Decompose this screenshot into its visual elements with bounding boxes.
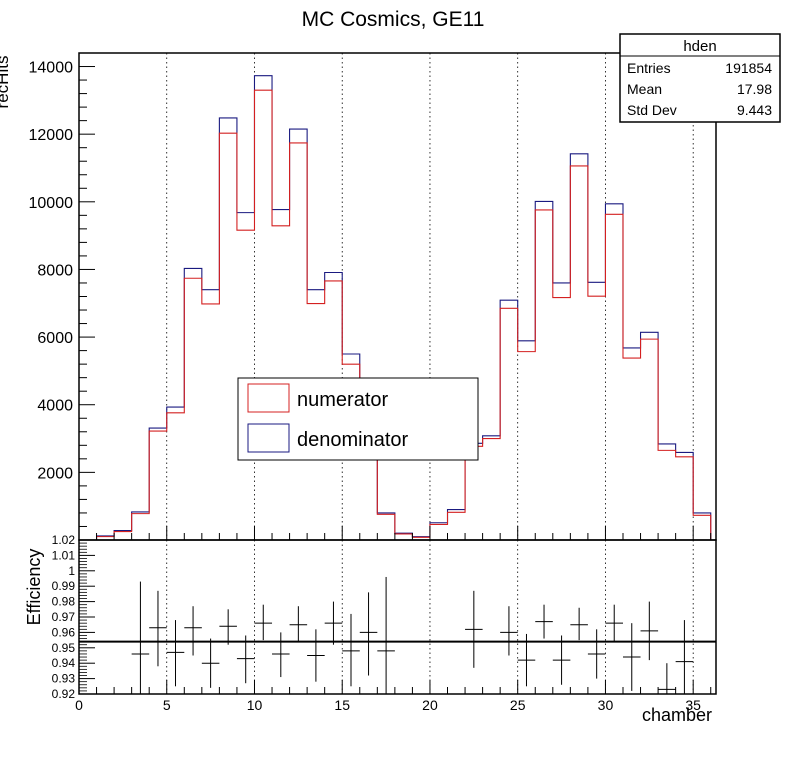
stats-mean-label: Mean xyxy=(627,81,662,97)
bottom-x-tick-label: 20 xyxy=(422,697,438,713)
efficiency-point xyxy=(465,590,483,668)
bottom-y-axis: 0.920.93 0.940.95 0.960.970.98 0.991 1.011.0… xyxy=(52,533,95,701)
efficiency-point xyxy=(272,632,290,678)
chart-title: MC Cosmics, GE11 xyxy=(302,8,485,31)
bottom-y-tick-label: 1.02 xyxy=(52,533,76,547)
legend-label-numerator: numerator xyxy=(297,389,388,411)
legend-swatch-numerator xyxy=(247,383,290,413)
histogram-denominator xyxy=(95,75,712,540)
bottom-y-tick-label: 0.96 xyxy=(52,625,76,639)
efficiency-point xyxy=(149,590,167,667)
top-y-axis: 2000 4000 6000 8000 10000 12000 14000 xyxy=(29,60,712,540)
efficiency-point xyxy=(201,638,220,688)
top-y-tick-label: 8000 xyxy=(37,262,73,279)
top-y-axis-label: recHits xyxy=(0,56,12,109)
efficiency-point xyxy=(166,620,185,687)
bottom-x-tick-label: 10 xyxy=(247,697,263,713)
top-y-tick-label: 12000 xyxy=(29,127,74,144)
efficiency-point xyxy=(342,613,360,687)
stats-title: hden xyxy=(683,38,716,55)
top-y-tick-label: 4000 xyxy=(37,398,73,415)
legend: numerator denominator xyxy=(237,377,479,461)
top-grid xyxy=(166,53,694,540)
bottom-x-axis: 0 5 10 15 20 25 30 35 xyxy=(75,680,712,713)
efficiency-point xyxy=(675,620,694,694)
stats-mean-value: 17.98 xyxy=(737,81,772,97)
bottom-x-axis-label: chamber xyxy=(642,705,712,725)
stats-entries-value: 191854 xyxy=(725,60,772,76)
efficiency-point xyxy=(236,635,255,684)
efficiency-point xyxy=(500,606,518,656)
efficiency-point xyxy=(131,581,150,694)
bottom-y-tick-label: 0.93 xyxy=(52,672,76,686)
bottom-x-tick-label: 0 xyxy=(75,697,83,713)
efficiency-point xyxy=(377,576,395,694)
top-y-tick-label: 6000 xyxy=(37,330,73,347)
bottom-y-tick-label: 0.95 xyxy=(52,641,76,655)
bottom-y-tick-label: 0.99 xyxy=(52,579,76,593)
efficiency-point xyxy=(324,601,343,645)
stats-box: hden Entries 191854 Mean 17.98 Std Dev 9… xyxy=(619,33,781,123)
histogram-series xyxy=(95,75,712,540)
bottom-x-tick-label: 15 xyxy=(334,697,350,713)
bottom-x-tick-label: 35 xyxy=(685,697,701,713)
bottom-y-tick-label: 0.94 xyxy=(52,656,76,670)
stats-stddev-value: 9.443 xyxy=(737,102,772,118)
bottom-y-tick-label: 1.01 xyxy=(52,548,76,562)
efficiency-point xyxy=(622,623,641,691)
efficiency-point xyxy=(605,604,623,642)
efficiency-point xyxy=(552,635,571,685)
efficiency-point xyxy=(570,607,588,641)
bottom-y-tick-label: 0.92 xyxy=(52,687,76,701)
efficiency-points xyxy=(131,576,694,694)
top-y-tick-label: 2000 xyxy=(37,465,73,482)
efficiency-point xyxy=(535,604,553,639)
legend-label-denominator: denominator xyxy=(297,429,409,451)
efficiency-point xyxy=(184,606,202,656)
efficiency-point xyxy=(640,601,659,661)
stats-stddev-label: Std Dev xyxy=(627,102,677,118)
efficiency-point xyxy=(219,609,237,645)
efficiency-point xyxy=(658,663,676,694)
top-frame xyxy=(78,52,717,541)
stats-frame xyxy=(619,33,781,123)
bottom-y-tick-label: 1 xyxy=(68,564,75,578)
efficiency-point xyxy=(517,633,536,687)
bottom-y-tick-label: 0.98 xyxy=(52,595,76,609)
efficiency-point xyxy=(254,604,273,641)
histogram-numerator xyxy=(95,89,712,540)
efficiency-point xyxy=(289,606,308,642)
legend-swatch-denominator xyxy=(247,423,290,453)
bottom-efficiency-pad: 0.920.93 0.940.95 0.960.970.98 0.991 1.011.0… xyxy=(24,533,717,725)
bottom-x-tick-label: 5 xyxy=(163,697,171,713)
bottom-x-tick-label: 30 xyxy=(598,697,614,713)
bottom-grid xyxy=(166,540,694,694)
top-histogram-pad: 2000 4000 6000 8000 10000 12000 14000 recHits xyxy=(0,52,717,541)
efficiency-point xyxy=(359,592,378,676)
bottom-x-tick-label: 25 xyxy=(510,697,526,713)
bottom-y-axis-label: Efficiency xyxy=(24,549,44,626)
stats-entries-label: Entries xyxy=(627,60,671,76)
top-y-tick-label: 14000 xyxy=(29,60,74,77)
efficiency-point xyxy=(587,629,606,679)
top-y-tick-label: 10000 xyxy=(29,195,74,212)
bottom-frame xyxy=(78,539,717,695)
efficiency-point xyxy=(307,629,325,682)
bottom-y-tick-label: 0.97 xyxy=(52,610,76,624)
